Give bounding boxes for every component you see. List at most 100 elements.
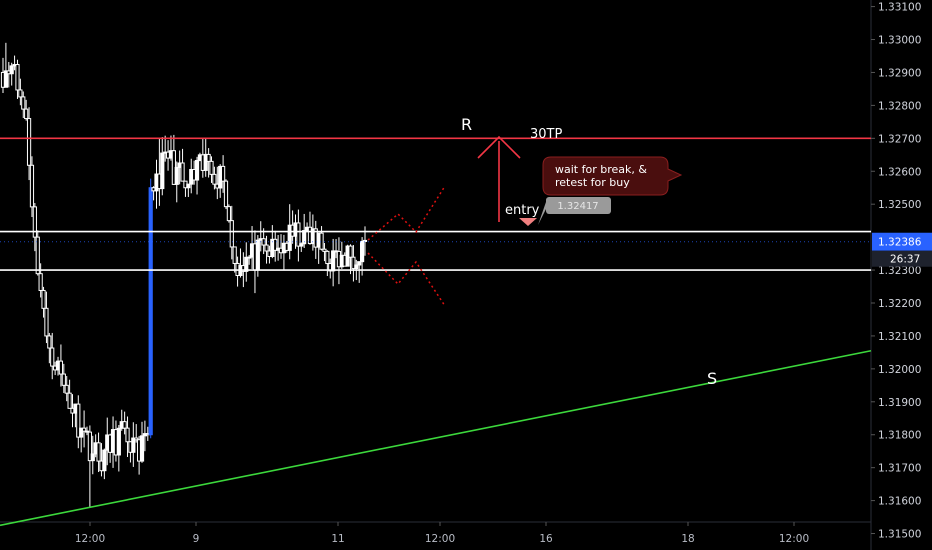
candle-body (18, 89, 23, 98)
candlestick-series (0, 42, 368, 508)
x-tick-label: 12:00 (75, 533, 105, 545)
x-tick-label: 12:00 (425, 533, 455, 545)
candle-body (296, 222, 301, 247)
countdown-value: 26:37 (890, 254, 920, 266)
candle-body (32, 206, 37, 238)
candle-body (325, 250, 330, 265)
candle-body (3, 70, 8, 88)
candle-body (50, 347, 55, 367)
candle-body (29, 164, 35, 208)
y-tick-label: 1.31700 (878, 463, 921, 475)
support-trendline (0, 349, 872, 527)
y-tick-label: 1.32100 (878, 331, 921, 343)
price-axis: 1.33100 1.33000 1.32900 1.32800 1.32700 1.326… (871, 2, 921, 541)
candle-body (96, 442, 101, 462)
candle-body (125, 427, 130, 443)
candle-body (226, 206, 231, 222)
entry-price-label: 1.32417 (557, 201, 598, 212)
candle-body (206, 153, 211, 162)
y-tick-label: 1.31900 (878, 397, 921, 409)
candle-body (319, 232, 324, 250)
candle-body (194, 159, 200, 181)
candle-body (148, 187, 153, 436)
candle-body (116, 427, 121, 456)
candle-body (261, 238, 266, 246)
candle-body (76, 403, 81, 438)
candle-body (64, 384, 69, 394)
candle-body (302, 230, 307, 245)
y-tick-label: 1.31800 (878, 430, 921, 442)
y-tick-label: 1.32000 (878, 364, 921, 376)
candle-body (322, 248, 327, 252)
bearish-projection (367, 252, 446, 307)
y-tick-label: 1.31500 (878, 529, 921, 541)
candle-body (186, 183, 191, 189)
candle-body (203, 153, 208, 171)
candle-body (38, 273, 43, 291)
candle-body (87, 431, 92, 462)
target-label: 30TP (530, 127, 562, 142)
candle-body (220, 165, 226, 182)
candle-body (131, 437, 136, 453)
candle-body (67, 392, 72, 409)
x-tick-label: 12:00 (779, 533, 809, 545)
last-price-value: 1.32386 (878, 237, 922, 249)
candle-body (122, 421, 127, 429)
y-tick-label: 1.32900 (878, 67, 921, 79)
y-tick-label: 1.32700 (878, 133, 921, 145)
price-axis-panel (871, 0, 932, 550)
y-tick-label: 1.32800 (878, 100, 921, 112)
y-tick-label: 1.33000 (878, 35, 921, 47)
candle-body (209, 160, 214, 175)
entry-label: entry (505, 203, 540, 218)
y-tick-label: 1.32300 (878, 265, 921, 277)
last-price-tag (872, 232, 932, 251)
candle-body (90, 453, 95, 462)
y-tick-label: 1.31600 (878, 496, 921, 508)
candle-body (102, 449, 107, 472)
candle-body (15, 64, 20, 91)
candle-body (61, 373, 66, 386)
candle-body (244, 256, 249, 272)
candle-body (357, 261, 362, 266)
support-label: S (707, 369, 717, 388)
candle-body (81, 427, 87, 432)
candle-body (299, 243, 304, 247)
candle-body (174, 166, 179, 185)
candle-body (232, 246, 237, 264)
y-tick-label: 1.32200 (878, 298, 921, 310)
x-tick-label: 18 (681, 533, 694, 545)
x-tick-label: 11 (331, 533, 344, 545)
y-tick-label: 1.32500 (878, 199, 921, 211)
candle-body (9, 65, 14, 75)
candle-body (160, 152, 165, 190)
candle-body (35, 236, 40, 275)
entry-price-tag (546, 197, 611, 214)
candle-body (351, 256, 356, 270)
candle-body (139, 435, 145, 462)
x-tick-label: 16 (539, 533, 553, 545)
candle-body (79, 427, 84, 438)
candle-body (331, 250, 336, 272)
y-tick-label: 1.33100 (878, 2, 921, 14)
candle-body (44, 307, 49, 337)
target-arrow-head (477, 135, 521, 159)
resistance-label: R (461, 115, 472, 134)
candle-body (287, 224, 292, 251)
candle-body (264, 244, 269, 252)
entry-price-tag-pointer (538, 202, 546, 225)
candle-body (26, 118, 32, 166)
candle-body (348, 245, 353, 258)
entry-marker (519, 218, 537, 226)
time-axis: 12:00 9 11 12:00 16 18 12:00 (75, 522, 809, 545)
candle-body (354, 264, 359, 270)
candle-body (255, 239, 260, 271)
candle-body (273, 238, 278, 251)
candle-body (180, 162, 185, 182)
candle-body (212, 173, 217, 185)
callout-line-1: wait for break, & (555, 163, 647, 176)
candle-body (41, 289, 46, 309)
